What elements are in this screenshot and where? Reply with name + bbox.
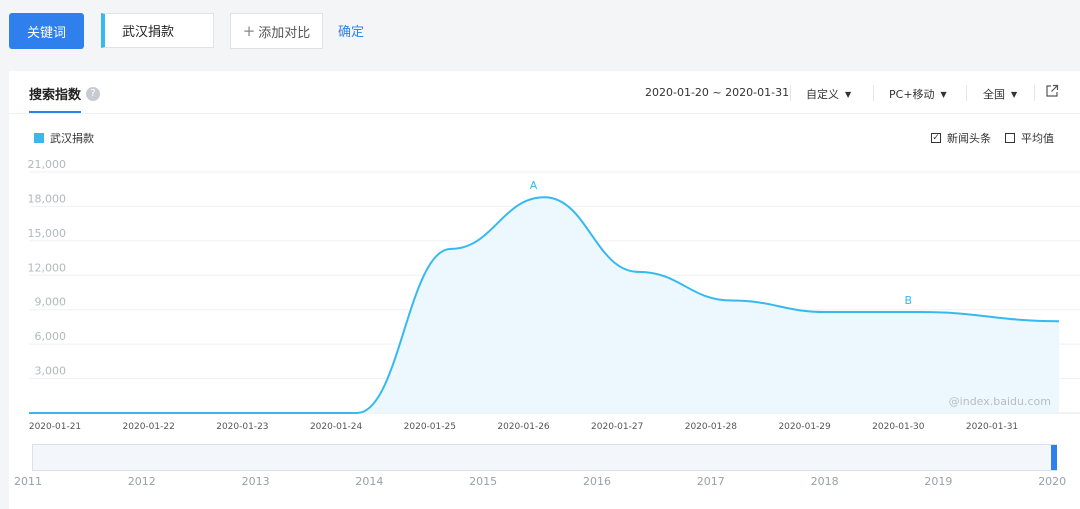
divider <box>873 85 874 101</box>
y-tick-label: 18,000 <box>28 192 67 205</box>
add-compare-button[interactable]: + 添加对比 <box>230 13 323 49</box>
tab-search-index[interactable]: 搜索指数 ? <box>29 84 101 103</box>
top-toolbar: 关键词 武汉捐款 + 添加对比 确定 <box>0 0 1080 70</box>
caret-down-icon: ▼ <box>940 89 947 99</box>
navigator-year-label: 2014 <box>355 475 383 488</box>
y-tick-label: 12,000 <box>28 261 67 274</box>
header-divider <box>9 113 1080 114</box>
date-range-text: 2020-01-20 ~ 2020-01-31 <box>645 86 790 99</box>
search-index-card: 搜索指数 ? 2020-01-20 ~ 2020-01-31 自定义 ▼ PC+移… <box>9 71 1080 509</box>
news-checkbox-label: 新闻头条 <box>947 132 991 145</box>
divider <box>790 85 791 101</box>
legend-swatch <box>34 133 44 143</box>
series-line <box>28 196 1060 415</box>
checkmark-icon: ✓ <box>931 133 941 143</box>
checkbox-empty-icon <box>1005 133 1015 143</box>
external-link-icon[interactable] <box>1045 84 1059 98</box>
average-checkbox[interactable]: 平均值 <box>1005 130 1054 146</box>
region-dropdown[interactable]: 全国 ▼ <box>983 86 1017 102</box>
time-range-navigator[interactable] <box>32 444 1057 471</box>
region-label: 全国 <box>983 88 1005 101</box>
annotation-label: A <box>530 179 538 192</box>
x-tick-label: 2020-01-25 <box>404 422 456 432</box>
x-tick-label: 2020-01-27 <box>591 422 643 432</box>
caret-down-icon: ▼ <box>1011 89 1018 99</box>
search-index-chart[interactable]: 3,000 6,000 9,000 12,000 15,000 18,000 21,000 2… <box>9 71 1080 509</box>
question-icon[interactable]: ? <box>86 86 101 101</box>
keyword-button[interactable]: 关键词 <box>9 13 84 49</box>
y-tick-label: 3,000 <box>35 365 67 378</box>
watermark: @index.baidu.com <box>949 395 1051 408</box>
confirm-link[interactable]: 确定 <box>338 25 365 40</box>
navigator-year-label: 2016 <box>583 475 611 488</box>
range-mode-dropdown[interactable]: 自定义 ▼ <box>806 86 851 102</box>
x-tick-label: 2020-01-22 <box>123 422 175 432</box>
average-checkbox-label: 平均值 <box>1021 132 1054 145</box>
legend-label: 武汉捐款 <box>50 132 94 145</box>
series-area <box>29 197 1059 413</box>
navigator-year-label: 2017 <box>697 475 725 488</box>
divider <box>1034 85 1035 101</box>
navigator-year-label: 2011 <box>14 475 42 488</box>
x-tick-label: 2020-01-24 <box>310 422 363 432</box>
x-tick-label: 2020-01-26 <box>497 422 550 432</box>
device-label: PC+移动 <box>889 88 935 101</box>
active-tab-indicator <box>29 111 81 113</box>
caret-down-icon: ▼ <box>845 89 852 99</box>
plus-icon: + <box>242 22 256 40</box>
divider <box>966 85 967 101</box>
chart-legend[interactable]: 武汉捐款 <box>34 130 94 146</box>
x-tick-label: 2020-01-29 <box>778 422 831 432</box>
y-tick-label: 9,000 <box>35 296 67 309</box>
device-dropdown[interactable]: PC+移动 ▼ <box>889 86 947 102</box>
x-tick-label: 2020-01-28 <box>685 422 738 432</box>
x-tick-label: 2020-01-30 <box>872 422 925 432</box>
navigator-year-label: 2015 <box>469 475 497 488</box>
range-mode-label: 自定义 <box>806 88 839 101</box>
annotation-label: B <box>905 294 913 307</box>
navigator-year-label: 2019 <box>924 475 952 488</box>
y-tick-label: 6,000 <box>35 330 67 343</box>
keyword-value: 武汉捐款 <box>122 25 175 40</box>
y-tick-label: 21,000 <box>28 158 67 171</box>
x-tick-label: 2020-01-23 <box>216 422 268 432</box>
navigator-year-label: 2018 <box>811 475 839 488</box>
date-range-display[interactable]: 2020-01-20 ~ 2020-01-31 <box>645 86 789 99</box>
navigator-year-label: 2012 <box>128 475 156 488</box>
keyword-field[interactable]: 武汉捐款 <box>101 13 214 48</box>
x-tick-label: 2020-01-21 <box>29 422 81 432</box>
news-checkbox[interactable]: ✓ 新闻头条 <box>931 130 991 146</box>
navigator-year-label: 2013 <box>242 475 270 488</box>
navigator-handle[interactable] <box>1051 445 1057 470</box>
tab-label: 搜索指数 <box>29 88 82 103</box>
navigator-year-label: 2020 <box>1038 475 1066 488</box>
add-compare-label: 添加对比 <box>258 25 311 41</box>
x-tick-label: 2020-01-31 <box>966 422 1018 432</box>
y-tick-label: 15,000 <box>28 227 67 240</box>
